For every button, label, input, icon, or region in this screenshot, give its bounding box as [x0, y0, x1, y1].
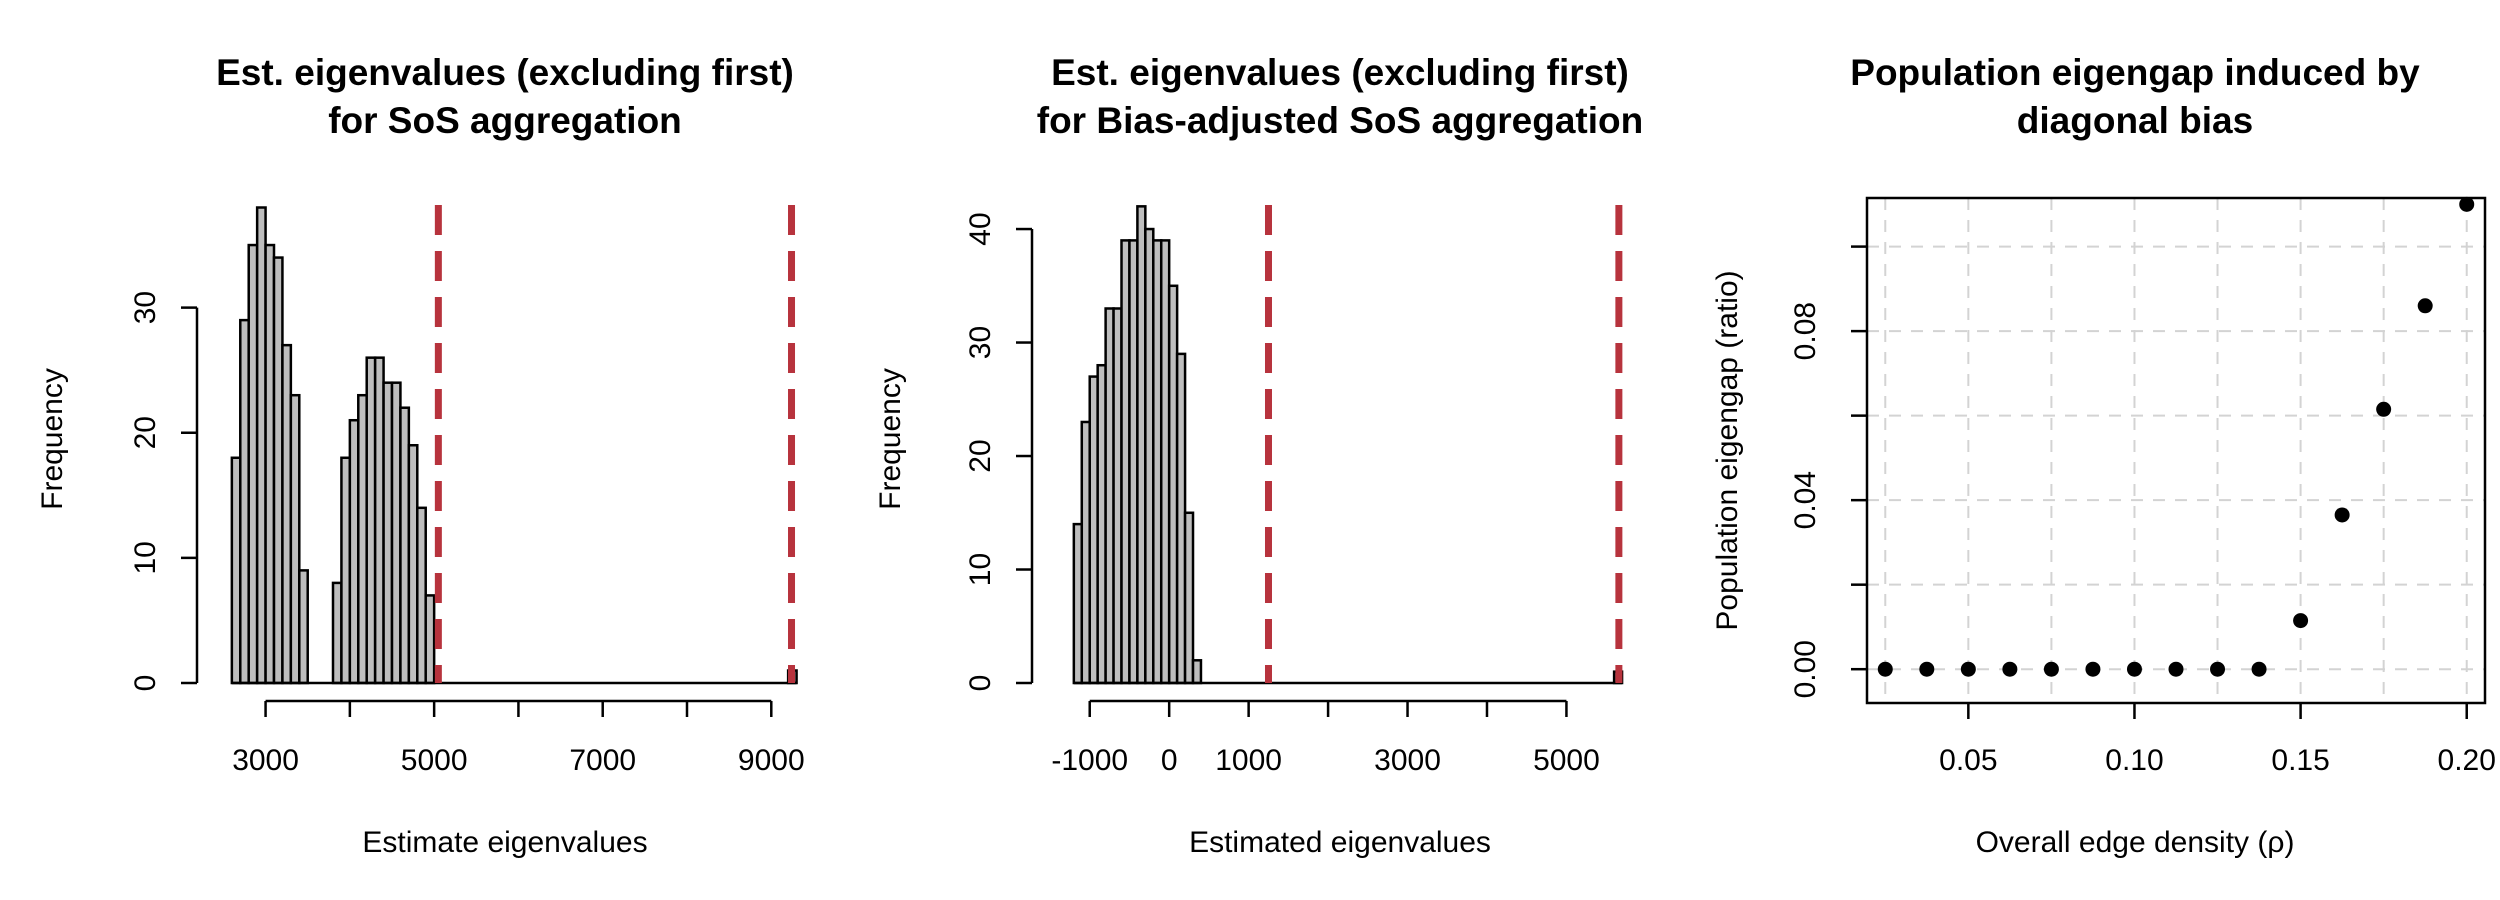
x-tick-label: 0: [1161, 744, 1178, 777]
histogram-bar: [239, 318, 250, 685]
histogram-bar: [331, 581, 343, 685]
data-point: [2376, 401, 2392, 417]
x-axis-label: Estimate eigenvalues: [362, 826, 647, 859]
histogram-bar: [340, 456, 352, 685]
x-tick-label: 0.05: [1939, 744, 1997, 777]
y-tick-label: 30: [964, 326, 997, 359]
histogram-bar: [416, 506, 427, 685]
histogram-bar: [1183, 511, 1195, 685]
x-tick-label: 7000: [569, 744, 636, 777]
y-tick-label: 0.00: [1789, 640, 1822, 698]
histogram-bar: [255, 206, 267, 685]
y-axis-label: Frequency: [874, 368, 907, 510]
histogram-bar: [247, 243, 259, 685]
chart-title-line: diagonal bias: [2017, 100, 2253, 141]
histogram-bar: [357, 393, 368, 685]
x-tick-label: 0.10: [2105, 744, 2163, 777]
y-axis-label: Frequency: [36, 368, 69, 510]
data-point: [2002, 661, 2018, 677]
y-tick-label: 10: [129, 541, 162, 574]
histogram-bar: [230, 456, 242, 685]
x-axis-label: Estimated eigenvalues: [1189, 826, 1491, 859]
y-tick-label: 0: [964, 675, 997, 692]
data-point: [2210, 661, 2226, 677]
x-tick-label: 0.20: [2438, 744, 2496, 777]
chart-title-line: Population eigengap induced by: [1850, 52, 2420, 93]
chart-title-line: for SoS aggregation: [328, 100, 682, 141]
y-tick-label: 10: [964, 553, 997, 586]
y-tick-label: 20: [964, 439, 997, 472]
y-tick-label: 30: [129, 291, 162, 324]
histogram-bar: [348, 418, 360, 685]
histogram-bar: [382, 381, 394, 685]
y-tick-label: 40: [964, 212, 997, 245]
y-tick-label: 0.04: [1789, 471, 1822, 529]
chart-title-line: for Bias-adjusted SoS aggregation: [1037, 100, 1643, 141]
x-axis-label: Overall edge density (ρ): [1976, 826, 2295, 859]
data-point: [2459, 196, 2475, 212]
plot-box: [1865, 196, 2487, 705]
x-tick-label: 0.15: [2271, 744, 2329, 777]
data-point: [2085, 661, 2101, 677]
histogram-bar: [289, 393, 301, 685]
x-tick-label: 5000: [1533, 744, 1600, 777]
chart-title-line: Est. eigenvalues (excluding first): [1051, 52, 1629, 93]
histogram-bar: [407, 444, 419, 685]
histogram-bar: [1191, 659, 1203, 685]
data-point: [2168, 661, 2184, 677]
data-point: [2417, 298, 2433, 314]
histogram-bar: [281, 343, 293, 685]
y-tick-label: 0: [129, 675, 162, 692]
x-tick-label: 3000: [1374, 744, 1441, 777]
y-tick-label: 0.08: [1789, 302, 1822, 360]
data-point: [1919, 661, 1935, 677]
histogram-bar: [390, 381, 402, 685]
histogram-bar: [272, 256, 284, 685]
histogram-bar: [399, 406, 411, 685]
x-tick-label: 9000: [738, 744, 805, 777]
histogram-bar: [264, 243, 276, 685]
y-axis-label: Population eigengap (ratio): [1711, 270, 1744, 630]
x-tick-label: -1000: [1051, 744, 1128, 777]
histogram-bar: [424, 594, 436, 685]
chart-title-line: Est. eigenvalues (excluding first): [216, 52, 794, 93]
x-tick-label: 5000: [401, 744, 468, 777]
x-tick-label: 1000: [1215, 744, 1282, 777]
data-point: [1877, 661, 1893, 677]
scatter-panel-eigengap: Population eigengap induced by diagonal b…: [1711, 52, 2496, 859]
data-point: [2043, 661, 2059, 677]
data-point: [1960, 661, 1976, 677]
data-point: [2126, 661, 2142, 677]
y-tick-label: 20: [129, 416, 162, 449]
histogram-panel-sos: Est. eigenvalues (excluding first) for So…: [36, 52, 805, 859]
data-point: [2293, 613, 2309, 629]
histogram-bar: [298, 569, 309, 685]
histogram-panel-bias-adjusted: Est. eigenvalues (excluding first) for Bi…: [874, 52, 1643, 859]
data-point: [2251, 661, 2267, 677]
histogram-bar: [373, 356, 385, 685]
x-tick-label: 3000: [232, 744, 299, 777]
histogram-bar: [365, 356, 377, 685]
data-point: [2334, 507, 2350, 523]
